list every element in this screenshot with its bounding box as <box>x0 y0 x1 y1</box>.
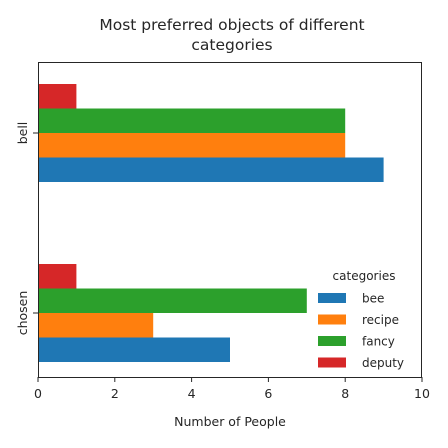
legend-swatch-bee <box>318 293 346 303</box>
bar-chosen-fancy <box>38 289 307 314</box>
chart-title-line-2: categories <box>191 36 272 54</box>
x-tick-label-4: 4 <box>188 386 196 401</box>
x-axis-ticks: 0 2 4 6 8 10 <box>34 377 430 401</box>
bar-chosen-deputy <box>38 264 76 289</box>
x-tick-label-6: 6 <box>264 386 272 401</box>
bar-bell-fancy <box>38 109 345 134</box>
bar-bell-bee <box>38 158 384 183</box>
legend-swatch-fancy <box>318 336 346 346</box>
bar-bell-recipe <box>38 133 345 158</box>
bar-chosen-recipe <box>38 313 153 338</box>
x-axis-label: Number of People <box>174 414 286 429</box>
x-tick-label-2: 2 <box>111 386 119 401</box>
x-tick-label-0: 0 <box>34 386 42 401</box>
x-tick-label-10: 10 <box>414 386 430 401</box>
legend-label-recipe: recipe <box>362 313 399 327</box>
y-axis-ticks: bell chosen <box>15 122 38 336</box>
legend-label-deputy: deputy <box>362 356 404 370</box>
legend-label-fancy: fancy <box>362 335 395 349</box>
y-tick-label-chosen: chosen <box>15 291 30 336</box>
y-tick-label-bell: bell <box>15 122 30 145</box>
legend-swatch-recipe <box>318 315 346 325</box>
legend-title: categories <box>333 269 396 283</box>
legend-swatch-deputy <box>318 358 346 368</box>
chart-title-line-1: Most preferred objects of different <box>99 16 364 34</box>
bar-chosen-bee <box>38 338 230 363</box>
bar-bell-deputy <box>38 84 76 109</box>
legend-label-bee: bee <box>362 292 384 306</box>
x-tick-label-8: 8 <box>341 386 349 401</box>
legend: categories bee recipe fancy deputy <box>318 269 404 370</box>
